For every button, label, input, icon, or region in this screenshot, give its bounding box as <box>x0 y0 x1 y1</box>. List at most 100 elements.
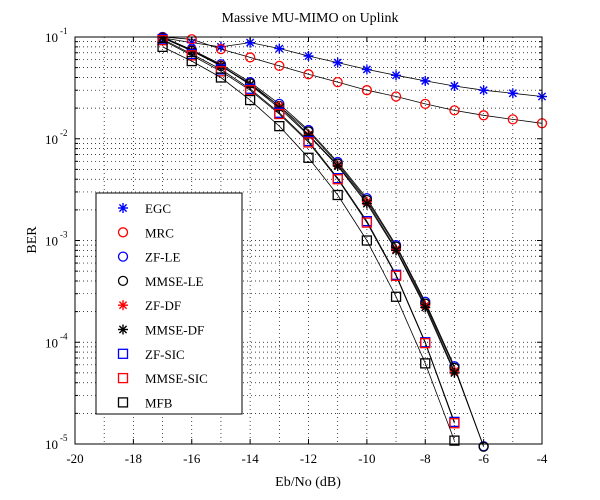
legend-label-mmse-le: MMSE-LE <box>145 274 204 289</box>
y-tick-label: 10 <box>45 437 58 452</box>
data-point-mrc <box>361 85 373 96</box>
data-point-egc <box>361 64 372 75</box>
data-point-egc <box>449 80 460 91</box>
legend-marker-zf-le <box>117 251 129 262</box>
y-tick-exponent: -1 <box>60 26 68 36</box>
y-tick-exponent: -4 <box>60 331 68 341</box>
legend-label-egc: EGC <box>145 201 171 216</box>
legend-marker-zf-sic <box>117 348 129 359</box>
data-point-mrc <box>186 34 197 45</box>
y-tick-label: 10 <box>45 335 58 350</box>
data-point-mmse-sic <box>186 50 197 61</box>
legend-marker-mmse-df <box>118 324 128 335</box>
data-point-mmse-sic <box>274 108 285 120</box>
data-point-mmse-sic <box>332 174 343 185</box>
data-point-mfb <box>361 235 373 246</box>
data-point-mmse-sic <box>215 66 227 77</box>
series-mmse-sic <box>157 35 460 429</box>
data-point-mmse-sic <box>157 35 168 46</box>
x-tick-labels: -20 -18 -16 -14 -12 -10 -8 -6 -4 <box>66 451 548 466</box>
data-point-egc <box>332 57 343 68</box>
data-point-mfb <box>186 55 197 67</box>
data-point-mrc <box>478 110 489 121</box>
data-point-egc <box>215 41 226 52</box>
data-point-mrc <box>390 91 402 102</box>
legend-marker-egc <box>118 203 128 213</box>
legend-label-mrc: MRC <box>145 225 174 240</box>
data-point-egc <box>478 85 489 96</box>
x-tick-label: -6 <box>478 451 489 466</box>
legend-label-mmse-df: MMSE-DF <box>145 323 204 338</box>
x-tick-label: -16 <box>183 451 201 466</box>
data-point-egc <box>274 43 285 54</box>
data-point-egc <box>391 70 402 81</box>
x-tick-label: -12 <box>300 451 317 466</box>
y-tick-exponent: -3 <box>60 230 68 240</box>
y-tick-exponent: -2 <box>60 128 68 138</box>
y-tick-label: 10 <box>45 132 58 147</box>
data-point-mrc <box>274 60 285 72</box>
data-point-mfb <box>157 41 168 53</box>
series-line-mrc <box>162 36 543 124</box>
series-mrc <box>157 31 548 129</box>
data-point-mfb <box>420 358 431 369</box>
data-point-mmse-sic <box>449 418 460 429</box>
x-tick-label: -18 <box>125 451 142 466</box>
legend-label-zf-sic: ZF-SIC <box>145 347 185 362</box>
y-tick-exponent: -5 <box>60 433 68 443</box>
data-point-mrc <box>507 114 518 125</box>
legend-marker-zf-df <box>118 300 128 311</box>
data-point-mfb <box>244 94 256 106</box>
data-point-egc <box>303 51 314 62</box>
y-tick-label: 10 <box>45 234 58 249</box>
data-point-mrc <box>332 76 343 88</box>
data-point-mmse-df <box>332 160 343 171</box>
legend-label-zf-le: ZF-LE <box>145 250 180 265</box>
data-point-mmse-sic <box>361 217 373 228</box>
data-point-egc <box>507 88 518 99</box>
x-tick-label: -4 <box>537 451 548 466</box>
data-point-mmse-sic <box>303 137 314 148</box>
data-point-mmse-sic <box>244 85 256 96</box>
data-point-mfb <box>390 291 402 302</box>
legend-label-mmse-sic: MMSE-SIC <box>145 371 208 386</box>
data-point-mrc <box>244 52 256 63</box>
data-point-mmse-sic <box>420 337 431 349</box>
data-point-mmse-df <box>361 198 372 209</box>
x-tick-label: -14 <box>241 451 259 466</box>
x-tick-label: -20 <box>66 451 83 466</box>
data-point-mmse-df <box>420 302 431 313</box>
series-mfb <box>157 41 460 446</box>
axis-ticks <box>74 36 543 445</box>
data-point-mfb <box>303 152 314 163</box>
data-point-egc <box>245 37 256 48</box>
x-tick-label: -10 <box>358 451 375 466</box>
data-point-mmse-df <box>449 367 460 378</box>
legend: EGC MRC ZF-LE MMSE-LE ZF-DF MMSE-DF ZF-SIC MMSE… <box>95 192 243 415</box>
series-layer <box>157 31 548 452</box>
y-tick-label: 10 <box>45 30 58 45</box>
data-point-mrc <box>449 105 460 116</box>
data-point-mfb <box>274 120 285 132</box>
y-tick-labels: 10-110-210-310-410-5 <box>45 26 68 452</box>
y-axis-label: BER <box>25 226 40 254</box>
series-line-mmse-sic <box>162 39 455 424</box>
legend-marker-mmse-le <box>117 275 129 287</box>
data-point-mmse-sic <box>390 270 402 281</box>
legend-marker-mfb <box>117 397 129 408</box>
data-point-mrc <box>420 98 431 110</box>
x-tick-label: -8 <box>420 451 431 466</box>
data-point-egc <box>420 75 431 86</box>
series-line-mfb <box>162 46 455 441</box>
data-point-mmse-df <box>391 245 402 256</box>
data-point-mfb <box>215 72 227 83</box>
data-point-mrc <box>303 69 314 80</box>
series-line-zf-le <box>162 36 484 447</box>
legend-marker-mmse-sic <box>117 372 129 384</box>
data-point-mfb <box>332 189 343 201</box>
legend-label-zf-df: ZF-DF <box>145 298 181 313</box>
legend-marker-mrc <box>117 227 129 238</box>
legend-label-mfb: MFB <box>145 395 173 410</box>
data-point-mfb <box>449 435 460 446</box>
